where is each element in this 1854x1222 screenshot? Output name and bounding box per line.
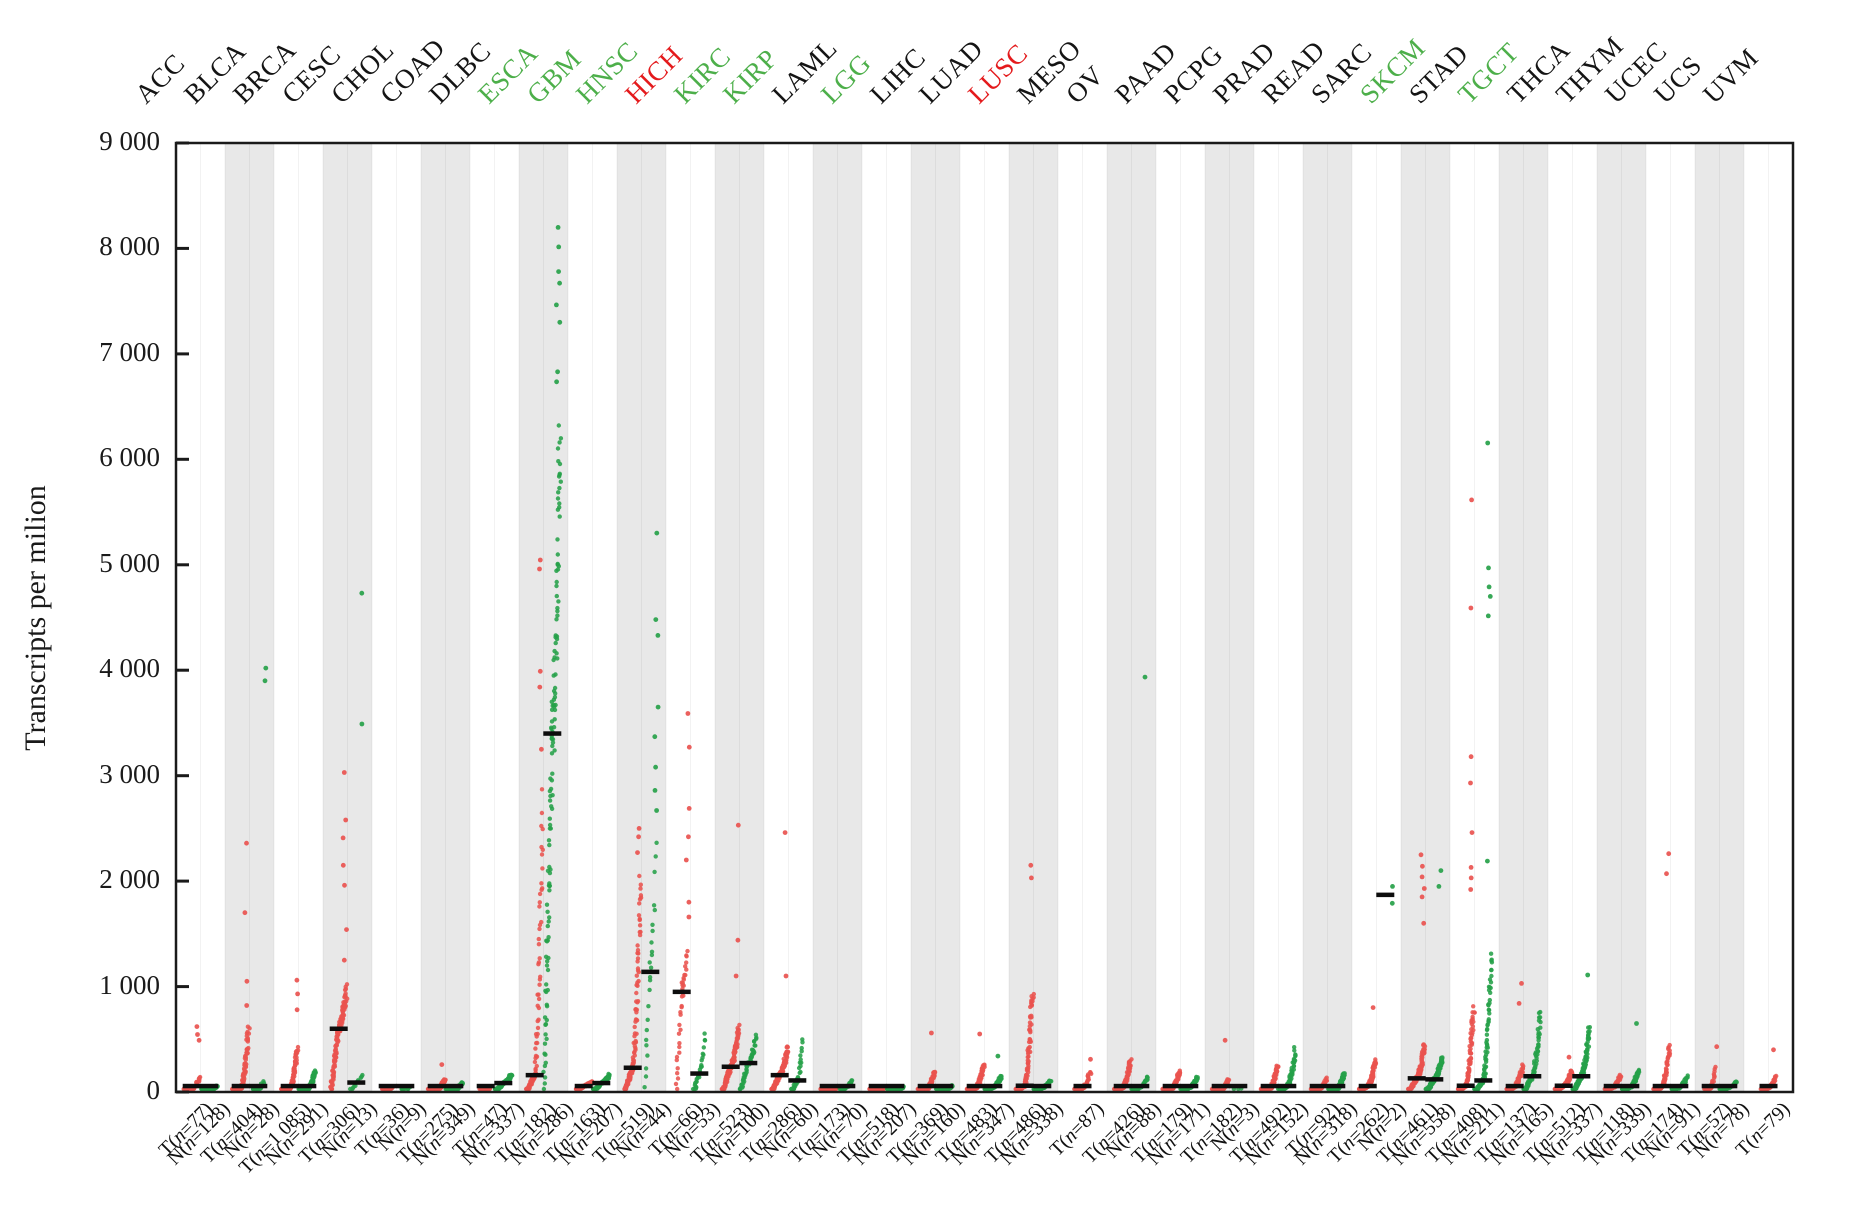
band-TGCT — [1499, 143, 1548, 1092]
median-dash — [917, 1083, 936, 1089]
band-LAML — [813, 143, 862, 1092]
median-dash — [329, 1026, 348, 1031]
median-dash — [837, 1083, 856, 1089]
median-dash — [1652, 1083, 1671, 1089]
band-OV — [1107, 143, 1156, 1092]
median-dash — [1131, 1083, 1150, 1089]
median-dash — [396, 1083, 415, 1089]
median-dash — [182, 1083, 201, 1089]
band-PCPG — [1205, 143, 1254, 1092]
band-COAD — [421, 143, 470, 1092]
median-dash — [966, 1083, 985, 1089]
band-KIRC — [715, 143, 764, 1092]
median-dash — [1211, 1083, 1230, 1089]
median-dash — [249, 1083, 268, 1089]
y-tick-label: 8 000 — [99, 231, 160, 262]
median-dash — [231, 1083, 250, 1089]
median-dash — [298, 1083, 317, 1089]
median-dash — [672, 989, 691, 995]
median-dash — [1572, 1074, 1591, 1079]
median-dash — [1701, 1083, 1720, 1089]
band-BLCA — [225, 143, 274, 1092]
y-tick-label: 7 000 — [99, 336, 160, 367]
median-dash — [1621, 1083, 1640, 1089]
y-tick-label: 9 000 — [99, 126, 160, 156]
median-dash — [1719, 1083, 1738, 1089]
median-dash — [1376, 892, 1395, 898]
median-dash — [574, 1083, 593, 1089]
median-dash — [935, 1083, 954, 1089]
median-dash — [1425, 1077, 1444, 1082]
median-dash — [819, 1083, 838, 1089]
plot-border — [174, 141, 1795, 1094]
y-tick-label: 5 000 — [99, 547, 160, 578]
median-dash — [1180, 1083, 1199, 1089]
median-dash — [1474, 1078, 1493, 1083]
median-dash — [1309, 1083, 1328, 1089]
median-dash — [984, 1083, 1003, 1089]
median-dash — [1407, 1076, 1426, 1081]
median-dash — [1505, 1083, 1524, 1089]
band-ESCA — [519, 143, 568, 1092]
median-dash — [1113, 1083, 1132, 1089]
band-LIHC — [911, 143, 960, 1092]
median-dash — [494, 1080, 513, 1086]
median-dash — [1523, 1074, 1542, 1079]
median-dash — [739, 1060, 758, 1066]
band-SKCM — [1401, 143, 1450, 1092]
y-tick-label: 0 — [146, 1075, 161, 1105]
median-dash — [1603, 1083, 1622, 1089]
band-READ — [1303, 143, 1352, 1092]
median-dash — [1033, 1083, 1052, 1089]
median-dash — [886, 1083, 905, 1089]
median-dash — [1327, 1083, 1346, 1089]
median-dash — [1015, 1083, 1034, 1088]
median-dash — [1554, 1083, 1573, 1088]
median-dash — [200, 1083, 219, 1089]
median-dash — [1260, 1083, 1279, 1089]
band-THYM — [1597, 143, 1646, 1092]
y-tick-label: 6 000 — [99, 442, 160, 473]
median-dash — [378, 1083, 397, 1089]
median-dash — [543, 731, 562, 736]
median-dash — [690, 1071, 709, 1076]
median-dash — [1278, 1083, 1297, 1089]
median-dash — [525, 1072, 544, 1078]
median-dash — [280, 1083, 299, 1089]
y-axis-title: Transcripts per milion — [19, 485, 52, 751]
median-dash — [641, 969, 660, 975]
y-tick-label: 1 000 — [99, 969, 160, 1000]
median-dash — [721, 1064, 740, 1069]
median-dash — [1073, 1083, 1092, 1089]
median-dash — [1358, 1083, 1377, 1089]
band-LUSC — [1009, 143, 1058, 1092]
median-dash — [788, 1078, 807, 1083]
y-tick-label: 3 000 — [99, 758, 160, 789]
median-dash — [1759, 1083, 1778, 1089]
median-dash — [1162, 1083, 1181, 1089]
median-dash — [347, 1080, 366, 1085]
y-tick-label: 2 000 — [99, 864, 160, 895]
median-dash — [445, 1083, 464, 1089]
band-CESC — [323, 143, 372, 1092]
median-dash — [1670, 1083, 1689, 1089]
y-tick-label: 4 000 — [99, 653, 160, 684]
median-dash — [427, 1083, 446, 1089]
median-dash — [476, 1083, 495, 1089]
median-dash — [592, 1080, 611, 1086]
median-dash — [623, 1065, 642, 1070]
band-UCS — [1695, 143, 1744, 1092]
median-dash — [770, 1072, 789, 1078]
median-dash — [868, 1083, 887, 1089]
median-dash — [1229, 1083, 1248, 1089]
median-dash — [1456, 1083, 1475, 1088]
